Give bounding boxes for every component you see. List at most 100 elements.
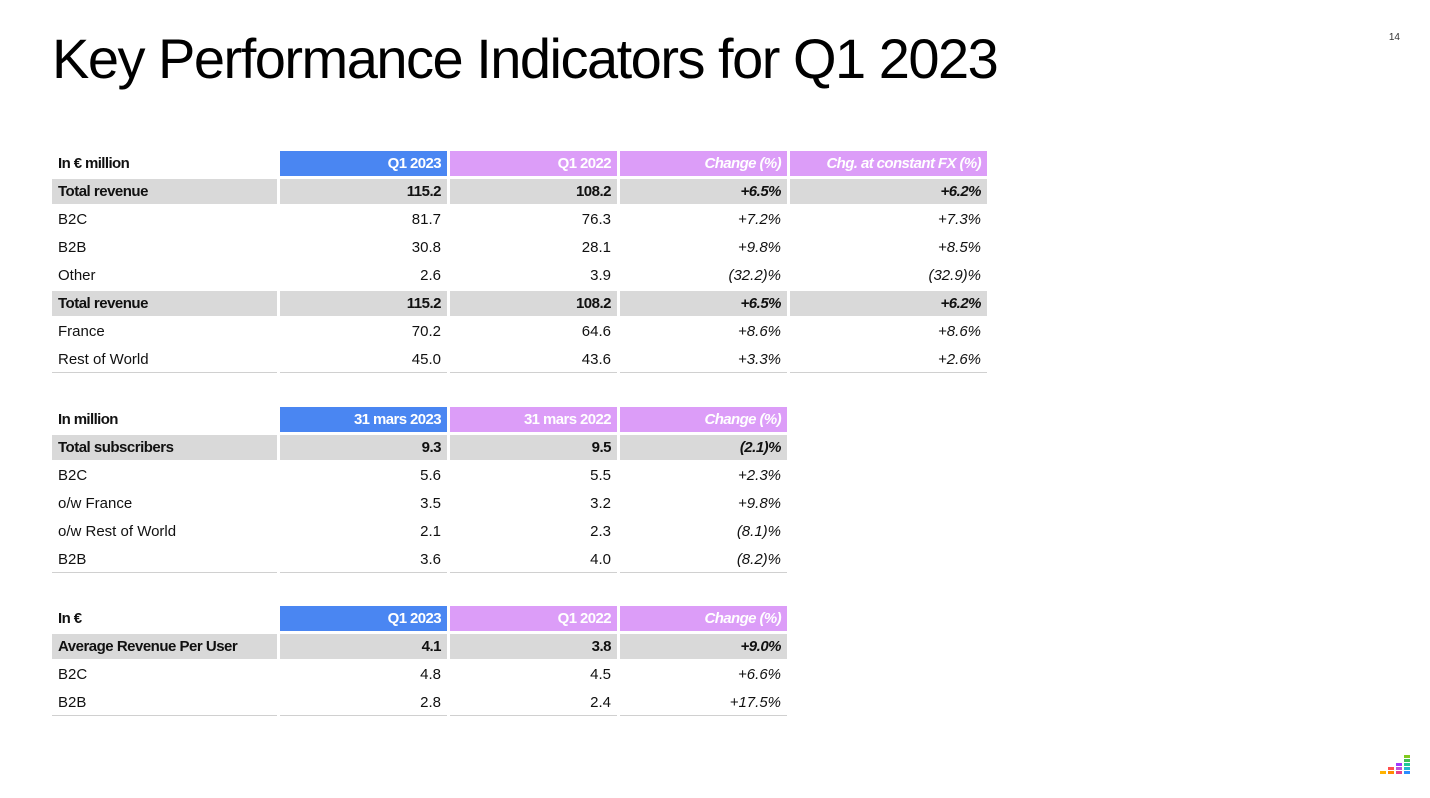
table-row: B2C 4.8 4.5 +6.6% (52, 662, 787, 690)
cell-change-fx: +7.3% (790, 207, 987, 235)
cell-change: +3.3% (620, 347, 787, 373)
cell-current: 4.1 (280, 634, 447, 662)
table-header-row: In € million Q1 2023 Q1 2022 Change (%) … (52, 151, 987, 179)
row-label: B2C (52, 662, 277, 690)
row-label: B2C (52, 207, 277, 235)
page-number: 14 (1388, 32, 1400, 43)
cell-prior: 28.1 (450, 235, 617, 263)
cell-change-fx: +2.6% (790, 347, 987, 373)
row-label: France (52, 319, 277, 347)
cell-change-fx: +6.2% (790, 179, 987, 207)
cell-change-fx: +8.5% (790, 235, 987, 263)
header-prior-period: Q1 2022 (450, 151, 617, 179)
cell-prior: 3.9 (450, 263, 617, 291)
table-row: France 70.2 64.6 +8.6% +8.6% (52, 319, 987, 347)
header-current-period: Q1 2023 (280, 606, 447, 634)
cell-change: +2.3% (620, 463, 787, 491)
row-label: Total revenue (52, 291, 277, 319)
cell-change: (8.1)% (620, 519, 787, 547)
row-label: B2B (52, 547, 277, 573)
cell-current: 4.8 (280, 662, 447, 690)
cell-current: 3.6 (280, 547, 447, 573)
cell-current: 2.8 (280, 690, 447, 716)
cell-current: 2.6 (280, 263, 447, 291)
cell-change-fx: +8.6% (790, 319, 987, 347)
cell-prior: 4.0 (450, 547, 617, 573)
cell-current: 30.8 (280, 235, 447, 263)
table-row: B2B 3.6 4.0 (8.2)% (52, 547, 787, 573)
header-unit-label: In € million (52, 151, 277, 179)
cell-change-fx: +6.2% (790, 291, 987, 319)
cell-change-fx: (32.9)% (790, 263, 987, 291)
table-row: Total subscribers 9.3 9.5 (2.1)% (52, 435, 787, 463)
header-change: Change (%) (620, 407, 787, 435)
cell-current: 9.3 (280, 435, 447, 463)
table-row: B2C 81.7 76.3 +7.2% +7.3% (52, 207, 987, 235)
row-label: B2B (52, 690, 277, 716)
table-row: Average Revenue Per User 4.1 3.8 +9.0% (52, 634, 787, 662)
cell-current: 45.0 (280, 347, 447, 373)
cell-prior: 108.2 (450, 291, 617, 319)
table-header-row: In million 31 mars 2023 31 mars 2022 Cha… (52, 407, 787, 435)
row-label: Average Revenue Per User (52, 634, 277, 662)
cell-change: +17.5% (620, 690, 787, 716)
cell-prior: 9.5 (450, 435, 617, 463)
page-title: Key Performance Indicators for Q1 2023 (52, 27, 999, 90)
cell-change: +9.8% (620, 491, 787, 519)
cell-change: +6.5% (620, 291, 787, 319)
header-prior-period: 31 mars 2022 (450, 407, 617, 435)
cell-prior: 4.5 (450, 662, 617, 690)
cell-current: 115.2 (280, 179, 447, 207)
row-label: Other (52, 263, 277, 291)
header-change: Change (%) (620, 151, 787, 179)
table-row: B2B 30.8 28.1 +9.8% +8.5% (52, 235, 987, 263)
arpu-table: In € Q1 2023 Q1 2022 Change (%) Average … (49, 606, 790, 716)
cell-prior: 5.5 (450, 463, 617, 491)
row-label: B2C (52, 463, 277, 491)
header-current-period: 31 mars 2023 (280, 407, 447, 435)
cell-change: +9.8% (620, 235, 787, 263)
table-row: Other 2.6 3.9 (32.2)% (32.9)% (52, 263, 987, 291)
subscribers-table: In million 31 mars 2023 31 mars 2022 Cha… (49, 407, 790, 573)
cell-change: +8.6% (620, 319, 787, 347)
header-current-period: Q1 2023 (280, 151, 447, 179)
header-change: Change (%) (620, 606, 787, 634)
table-row: Total revenue 115.2 108.2 +6.5% +6.2% (52, 291, 987, 319)
cell-prior: 2.3 (450, 519, 617, 547)
row-label: o/w Rest of World (52, 519, 277, 547)
table-row: Total revenue 115.2 108.2 +6.5% +6.2% (52, 179, 987, 207)
row-label: Rest of World (52, 347, 277, 373)
header-unit-label: In million (52, 407, 277, 435)
header-change-constant-fx: Chg. at constant FX (%) (790, 151, 987, 179)
cell-prior: 43.6 (450, 347, 617, 373)
table-row: B2C 5.6 5.5 +2.3% (52, 463, 787, 491)
revenue-table: In € million Q1 2023 Q1 2022 Change (%) … (49, 151, 990, 373)
cell-change: +6.5% (620, 179, 787, 207)
row-label: Total subscribers (52, 435, 277, 463)
table-header-row: In € Q1 2023 Q1 2022 Change (%) (52, 606, 787, 634)
cell-change: +6.6% (620, 662, 787, 690)
cell-change: (8.2)% (620, 547, 787, 573)
table-row: Rest of World 45.0 43.6 +3.3% +2.6% (52, 347, 987, 373)
cell-change: (2.1)% (620, 435, 787, 463)
row-label: Total revenue (52, 179, 277, 207)
cell-current: 115.2 (280, 291, 447, 319)
cell-prior: 2.4 (450, 690, 617, 716)
row-label: o/w France (52, 491, 277, 519)
table-row: B2B 2.8 2.4 +17.5% (52, 690, 787, 716)
table-row: o/w France 3.5 3.2 +9.8% (52, 491, 787, 519)
cell-change: +7.2% (620, 207, 787, 235)
cell-prior: 108.2 (450, 179, 617, 207)
row-label: B2B (52, 235, 277, 263)
equalizer-bars-logo-icon (1380, 755, 1410, 774)
cell-prior: 3.2 (450, 491, 617, 519)
cell-change: (32.2)% (620, 263, 787, 291)
cell-change: +9.0% (620, 634, 787, 662)
cell-current: 3.5 (280, 491, 447, 519)
cell-current: 5.6 (280, 463, 447, 491)
header-prior-period: Q1 2022 (450, 606, 617, 634)
cell-prior: 3.8 (450, 634, 617, 662)
cell-prior: 76.3 (450, 207, 617, 235)
cell-current: 81.7 (280, 207, 447, 235)
cell-current: 2.1 (280, 519, 447, 547)
